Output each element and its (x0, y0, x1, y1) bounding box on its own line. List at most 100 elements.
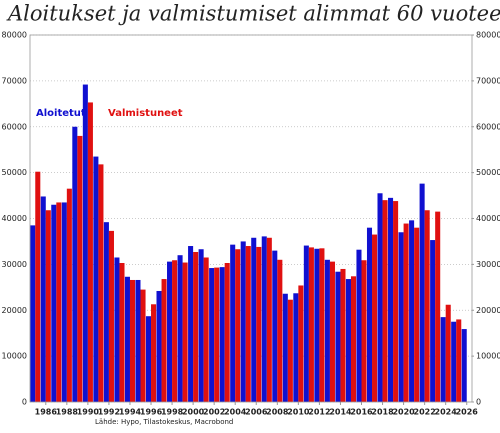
bar (167, 261, 173, 402)
bar (87, 102, 93, 402)
bar (377, 193, 383, 402)
bar (261, 236, 267, 402)
bar (219, 267, 225, 402)
y2-tick-label: 10000 (476, 352, 500, 361)
legend-label: Valmistuneet (108, 108, 183, 119)
source: Lähde: Hypo, Tilastokeskus, Macrobond (95, 418, 233, 426)
bar (319, 248, 325, 402)
bar (77, 135, 83, 403)
chart-title: Aloitukset ja valmistumiset alimmat 60 v… (6, 2, 500, 26)
x-tick-label: 2012 (308, 408, 330, 417)
x-tick-label: 1998 (161, 408, 184, 417)
bar (51, 204, 57, 402)
bar (224, 262, 230, 402)
y2-tick-label: 30000 (476, 260, 500, 269)
x-tick-label: 2006 (245, 408, 268, 417)
bar (140, 289, 146, 402)
y2-tick-label: 80000 (476, 31, 500, 40)
bar (203, 257, 209, 402)
y-tick-label: 60000 (2, 122, 27, 131)
x-tick-label: 2014 (329, 408, 352, 417)
y-tick-label: 0 (22, 398, 27, 407)
bar (235, 249, 241, 402)
bar (419, 183, 425, 402)
bar (424, 210, 430, 402)
bar (414, 227, 420, 402)
bar (230, 244, 236, 402)
bar (350, 276, 357, 402)
bar (308, 247, 314, 402)
bar (56, 202, 62, 402)
bar (256, 246, 262, 402)
y-tick-label: 80000 (2, 31, 27, 40)
x-tick-label: 2020 (392, 408, 415, 417)
bar (393, 201, 399, 402)
bar (161, 279, 167, 402)
x-tick-label: 2008 (266, 408, 289, 417)
x-tick-label: 2000 (182, 408, 205, 417)
y-tick-label: 40000 (2, 214, 27, 223)
bar (403, 223, 409, 402)
bar (409, 220, 415, 402)
bar (129, 279, 136, 402)
y-tick-label: 30000 (2, 260, 27, 269)
x-tick-label: 2016 (350, 408, 373, 417)
bar (251, 237, 257, 402)
y-tick-label: 70000 (2, 76, 27, 85)
bar (340, 268, 346, 402)
y2-tick-label: 0 (476, 398, 481, 407)
bar (382, 200, 388, 402)
bar (45, 210, 51, 402)
x-tick-label: 1986 (35, 408, 58, 417)
bar (108, 230, 114, 402)
bar (293, 293, 299, 402)
bar (35, 171, 41, 402)
bar (356, 249, 362, 402)
bar (98, 164, 104, 402)
bar (172, 260, 178, 402)
x-tick-label: 2004 (224, 408, 247, 417)
bar (145, 316, 152, 402)
bar (188, 246, 194, 402)
bar (324, 259, 330, 402)
y2-tick-label: 40000 (476, 214, 500, 223)
bar (366, 227, 373, 402)
x-tick-label: 1990 (77, 408, 100, 417)
bar (372, 234, 378, 402)
bar (456, 319, 462, 402)
bar (282, 293, 288, 402)
plot-frame (29, 34, 473, 403)
y2-tick-label: 20000 (476, 306, 500, 315)
bar (240, 241, 246, 402)
legend-label: Aloitetut (36, 108, 86, 119)
bar (82, 84, 88, 403)
bar (156, 290, 162, 402)
bar (303, 245, 309, 402)
bar (266, 237, 272, 402)
bar (272, 250, 278, 402)
bar (388, 197, 394, 402)
bar (119, 262, 125, 402)
bar (209, 268, 215, 402)
bar (314, 248, 320, 402)
x-tick-label: 2022 (414, 408, 436, 417)
bar (461, 329, 467, 402)
bar (30, 225, 36, 402)
x-tick-label: 2024 (435, 408, 458, 417)
bar (124, 276, 130, 402)
x-tick-label: 1988 (56, 408, 79, 417)
bar (72, 126, 78, 402)
x-tick-label: 1996 (140, 408, 163, 417)
bar (329, 261, 335, 402)
bar (245, 246, 251, 402)
y-tick-label: 20000 (2, 306, 27, 315)
bar (214, 267, 220, 402)
x-tick-label: 2010 (287, 408, 310, 417)
x-tick-label: 1992 (98, 408, 120, 417)
bar (61, 202, 67, 402)
bar (66, 188, 72, 402)
bar (135, 279, 141, 402)
bar (335, 271, 341, 402)
y2-tick-label: 70000 (476, 76, 500, 85)
